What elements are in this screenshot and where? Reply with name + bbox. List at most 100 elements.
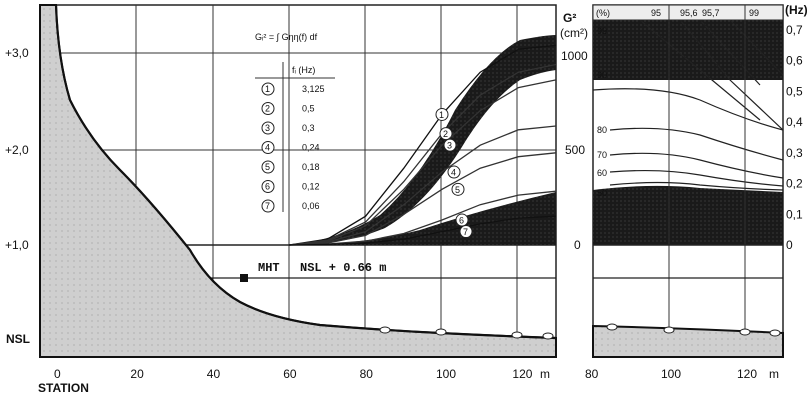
g2-axis-label: G²	[563, 11, 576, 25]
hz-tick: 0,5	[786, 84, 803, 98]
series-marker-4	[447, 165, 461, 179]
detail-top-1: 95	[651, 8, 661, 18]
legend-id: 2	[265, 104, 270, 114]
series-marker-1	[435, 107, 449, 121]
detail-top-2: 95,6	[680, 8, 698, 18]
mht-marker	[240, 274, 248, 282]
series-marker-6	[455, 213, 469, 227]
legend-fi: 0,24	[302, 143, 320, 153]
left-axis: +3,0 +2,0 +1,0 NSL	[5, 46, 30, 346]
legend-fi: 0,3	[302, 123, 315, 133]
series-marker-3	[443, 138, 457, 152]
legend-fi: 0,18	[302, 162, 320, 172]
legend-fi: 0,12	[302, 182, 320, 192]
series-marker-label-5: 5	[455, 185, 460, 195]
series-layer: 1 2 3 4 5 67	[289, 44, 557, 246]
detail-inner-4: 60	[597, 168, 607, 178]
detail-inner-2: 80	[597, 125, 607, 135]
series-line-1	[289, 44, 557, 246]
legend-id: 3	[265, 123, 270, 133]
hz-tick: 0,4	[786, 115, 803, 129]
band-bottom	[289, 192, 556, 245]
legend-id: 6	[265, 182, 270, 192]
hz-tick: 0,6	[786, 54, 803, 68]
g2-tick-0: 0	[574, 238, 581, 252]
legend-fi: 0,06	[302, 201, 320, 211]
hz-tick: 0,2	[786, 177, 803, 191]
x-unit-left: m	[540, 367, 550, 381]
legend-id: 1	[265, 84, 270, 94]
series-marker-label-6: 6	[459, 216, 464, 226]
series-marker-2	[439, 127, 453, 141]
detail-top-0: (%)	[596, 8, 610, 18]
x-tick-left: 20	[130, 367, 144, 381]
legend-id: 5	[265, 162, 270, 172]
x-axis-left: 0 20 40 60 80 100 120 m	[54, 367, 550, 381]
x-tick-right: 80	[585, 367, 599, 381]
x-axis-right: 80 100 120 m	[585, 367, 779, 381]
detail-top-3: 95,7	[702, 8, 720, 18]
series-line-4	[289, 125, 557, 246]
hz-tick: 0,7	[786, 23, 803, 37]
series-line-5	[289, 152, 557, 246]
series-line-3	[289, 79, 557, 246]
nsl-label: NSL	[6, 332, 30, 346]
mht-label: MHT	[258, 261, 280, 275]
g2-axis: G² (cm²) 1000 500 0	[560, 11, 588, 252]
x-tick-right: 120	[737, 367, 757, 381]
series-marker-label-3: 3	[447, 141, 452, 151]
x-tick-left: 40	[207, 367, 221, 381]
survey-markers	[379, 326, 554, 340]
legend-table: Gᵢ² = ∫ Gηη(f) df fᵢ (Hz) 1 3,125 2 0,5 3 0,3…	[255, 32, 335, 213]
g2-tick-500: 500	[565, 143, 585, 157]
legend-id: 4	[265, 143, 270, 153]
series-marker-label-7: 7	[463, 227, 468, 237]
station-label: STATION	[38, 381, 89, 395]
x-tick-left: 100	[436, 367, 456, 381]
detail-inner-1: 90	[597, 70, 607, 80]
legend-marker	[261, 141, 275, 154]
detail-inner-3: 70	[597, 150, 607, 160]
series-marker-7	[459, 225, 473, 239]
x-tick-right: 100	[661, 367, 681, 381]
g2-axis-unit: (cm²)	[560, 26, 588, 40]
legend-marker	[261, 160, 275, 174]
series-line-2	[289, 63, 557, 246]
hz-tick: 0,1	[786, 207, 803, 221]
legend-marker	[261, 82, 275, 96]
hz-tick: 0	[786, 238, 793, 252]
x-tick-left: 0	[54, 367, 61, 381]
x-unit-right: m	[769, 367, 779, 381]
legend-fi: 3,125	[302, 84, 325, 94]
legend-marker	[261, 199, 275, 213]
series-marker-label-1: 1	[439, 110, 444, 120]
legend-col-header: fᵢ (Hz)	[292, 65, 315, 75]
legend-id: 7	[265, 201, 270, 211]
band-top	[289, 35, 556, 245]
detail-panel: (%) 95 95,6 95,7 99 99 90 80 70 60 50	[592, 4, 784, 358]
y-label-top: +3,0	[5, 46, 29, 60]
y-label-mid: +2,0	[5, 143, 29, 157]
series-marker-label-4: 4	[451, 168, 456, 178]
hz-axis: (Hz) 0,7 0,6 0,5 0,4 0,3 0,2 0,1 0	[785, 3, 808, 252]
hz-tick: 0,3	[786, 146, 803, 160]
legend-marker	[261, 102, 275, 115]
x-tick-left: 60	[283, 367, 297, 381]
legend-formula: Gᵢ² = ∫ Gηη(f) df	[255, 32, 318, 42]
g2-tick-1000: 1000	[561, 49, 588, 63]
series-line-7	[289, 215, 557, 246]
x-tick-left: 80	[360, 367, 374, 381]
legend-marker	[261, 121, 275, 135]
detail-inner-0: 99	[597, 26, 607, 36]
series-marker-label-2: 2	[443, 129, 448, 139]
y-label-low: +1,0	[5, 238, 29, 252]
mht-text: NSL + 0.66 m	[300, 261, 386, 275]
detail-top-4: 99	[749, 8, 759, 18]
series-marker-5	[451, 182, 465, 196]
legend-fi: 0,5	[302, 104, 315, 114]
hz-axis-label: (Hz)	[785, 3, 808, 17]
detail-inner-5: 50	[597, 188, 607, 198]
legend-marker	[261, 180, 275, 193]
